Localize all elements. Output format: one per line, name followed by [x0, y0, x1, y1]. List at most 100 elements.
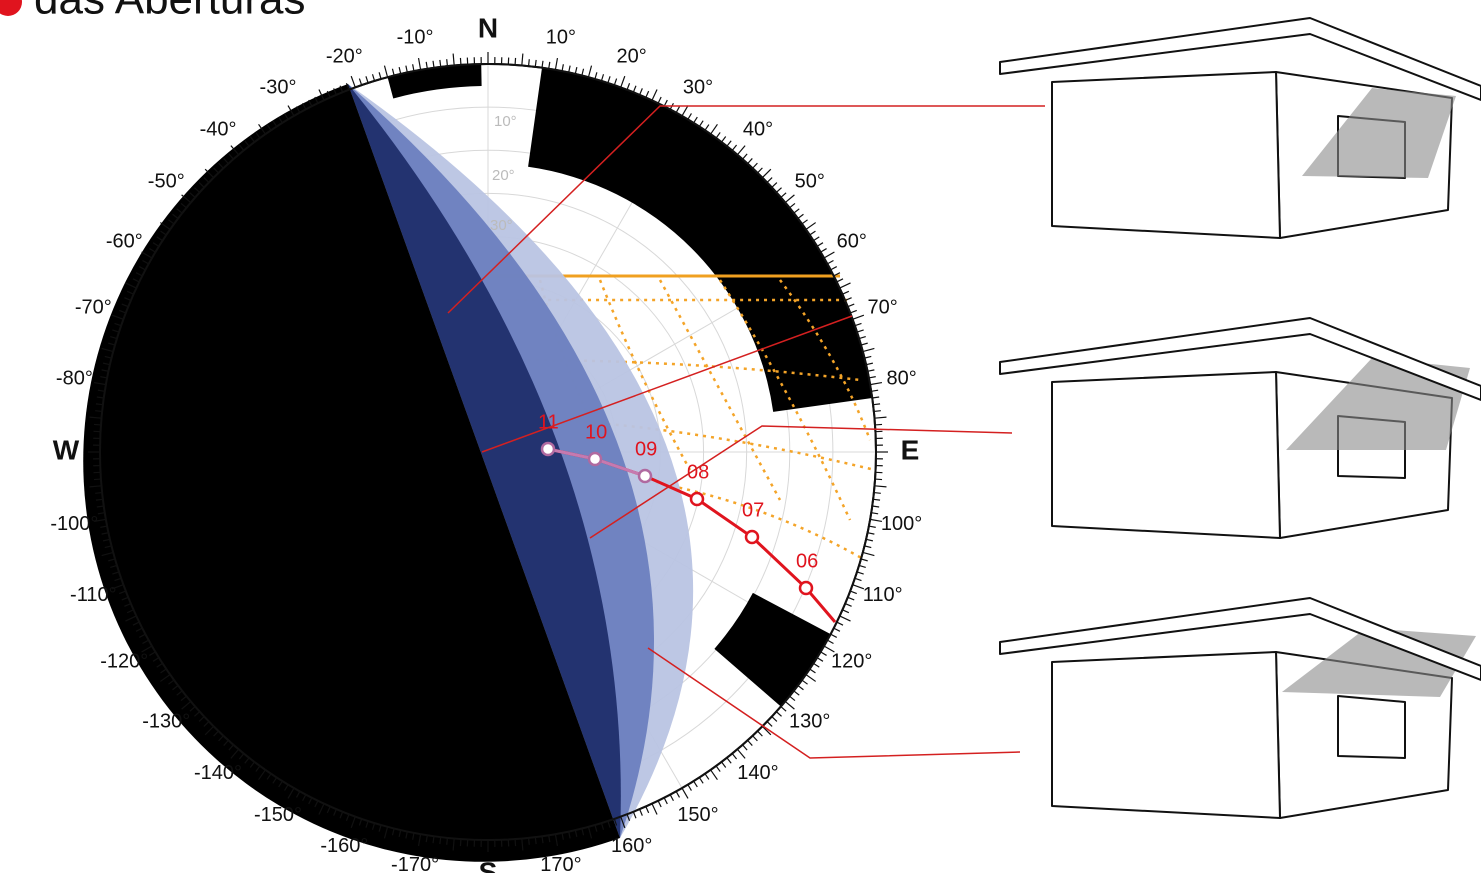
degree-tick: [752, 162, 758, 169]
degree-tick: [594, 824, 598, 832]
degree-tick: [839, 282, 851, 289]
degree-tick: [258, 769, 266, 781]
degree-tick: [249, 761, 255, 768]
degree-tick: [816, 242, 824, 247]
degree-tick: [657, 96, 662, 104]
degree-tick: [295, 791, 301, 798]
degree-tick: [789, 202, 796, 209]
degree-tick: [255, 765, 261, 772]
degree-tick: [626, 83, 631, 90]
azimuth-label: 60°: [837, 230, 867, 252]
degree-tick: [142, 639, 149, 645]
degree-tick: [345, 83, 350, 90]
house-front-wall: [1051, 651, 1281, 819]
degree-tick: [731, 753, 738, 760]
degree-tick: [417, 834, 422, 847]
shade-grid-line: [639, 478, 866, 562]
degree-tick: [521, 53, 524, 66]
degree-tick: [820, 651, 827, 656]
degree-tick: [89, 485, 102, 488]
degree-tick: [852, 584, 865, 590]
degree-tick: [204, 168, 215, 179]
degree-tick: [452, 838, 455, 851]
degree-tick: [842, 290, 850, 295]
degree-tick: [156, 236, 163, 242]
degree-tick: [446, 837, 449, 845]
degree-tick: [339, 811, 344, 819]
degree-tick: [847, 303, 855, 308]
azimuth-label: 70°: [868, 297, 898, 319]
compass-label: W: [53, 434, 80, 465]
degree-tick: [521, 838, 524, 851]
hour-label: 09: [635, 438, 657, 460]
window-shadow: [1302, 88, 1456, 178]
degree-tick: [412, 64, 415, 72]
degree-tick: [687, 784, 692, 791]
degree-tick: [797, 685, 804, 691]
degree-tick: [102, 538, 111, 542]
degree-tick: [854, 322, 862, 327]
degree-tick: [287, 105, 295, 117]
degree-tick: [95, 498, 103, 501]
degree-tick: [534, 59, 537, 67]
degree-tick: [176, 690, 183, 696]
degree-tick: [752, 735, 758, 742]
degree-tick: [152, 657, 160, 662]
hour-label: 06: [796, 550, 818, 572]
degree-tick: [181, 194, 192, 204]
degree-tick: [816, 657, 824, 662]
degree-tick: [446, 59, 449, 67]
azimuth-label: 10°: [546, 27, 576, 49]
degree-tick: [126, 290, 134, 295]
degree-tick: [541, 836, 544, 844]
degree-tick: [534, 837, 537, 845]
degree-tick: [742, 744, 748, 751]
degree-tick: [862, 347, 875, 353]
azimuth-label: -150°: [254, 804, 302, 826]
azimuth-label: -60°: [106, 230, 143, 252]
azimuth-label: 20°: [617, 46, 647, 68]
degree-tick: [194, 187, 201, 193]
azimuth-label: -100°: [50, 513, 98, 535]
degree-tick: [272, 120, 278, 127]
degree-tick: [223, 158, 229, 165]
degree-tick: [198, 716, 205, 722]
degree-tick: [383, 826, 389, 839]
degree-tick: [104, 545, 112, 549]
degree-tick: [284, 784, 289, 791]
degree-tick: [119, 309, 126, 314]
shade-grid-line: [519, 358, 861, 382]
degree-tick: [865, 538, 874, 542]
degree-tick: [844, 297, 852, 301]
degree-tick: [345, 814, 350, 821]
obstruction: [387, 64, 482, 99]
degree-tick: [132, 621, 140, 626]
degree-tick: [135, 627, 143, 632]
degree-tick: [715, 132, 721, 139]
degree-tick: [801, 679, 808, 685]
degree-tick: [314, 96, 319, 104]
degree-tick: [249, 136, 255, 143]
degree-tick: [747, 158, 753, 165]
degree-tick: [874, 485, 887, 488]
title: das Aberturas: [34, 0, 306, 24]
degree-tick: [255, 132, 261, 139]
azimuth-label: -50°: [148, 170, 185, 192]
degree-tick: [698, 777, 704, 784]
degree-tick: [101, 551, 114, 557]
leader-line: [481, 315, 853, 453]
degree-tick: [613, 818, 618, 826]
degree-tick: [856, 571, 864, 575]
degree-tick: [594, 72, 598, 80]
azimuth-label: -10°: [397, 27, 434, 49]
altitude-label: 20°: [492, 167, 515, 184]
degree-tick: [736, 145, 746, 156]
degree-tick: [272, 777, 278, 784]
azimuth-label: 120°: [831, 650, 872, 672]
degree-tick: [111, 584, 124, 590]
degree-tick: [789, 695, 796, 702]
degree-tick: [801, 219, 808, 225]
degree-tick: [398, 829, 402, 838]
hour-marker: [744, 529, 760, 545]
degree-tick: [412, 832, 415, 840]
